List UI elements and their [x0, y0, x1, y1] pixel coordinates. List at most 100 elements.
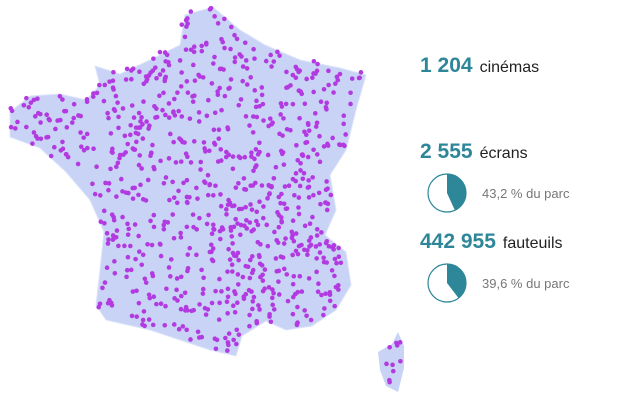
cinema-dot [64, 125, 70, 130]
cinema-dot [45, 134, 51, 140]
cinema-dot [163, 59, 168, 64]
cinema-dot [207, 182, 213, 187]
cinema-dot [140, 136, 146, 141]
cinema-dot [306, 178, 311, 183]
cinema-dot [216, 317, 222, 322]
cinema-dot [184, 327, 189, 333]
cinema-dot [164, 52, 170, 58]
cinema-dot [181, 180, 186, 186]
cinema-dot [203, 312, 209, 317]
cinema-dot [226, 331, 232, 336]
cinema-dot [337, 71, 343, 77]
cinema-dot [108, 166, 113, 172]
cinema-dot [336, 254, 342, 259]
cinema-dot [253, 147, 259, 152]
cinema-dot [333, 81, 338, 86]
cinema-dot [341, 121, 347, 127]
cinema-dot [232, 309, 238, 315]
cinema-dot [243, 204, 248, 210]
cinema-dot [148, 153, 153, 159]
cinema-dot [209, 231, 215, 237]
cinema-dot [200, 75, 206, 80]
cinema-dot [303, 132, 309, 138]
cinema-dot [147, 123, 152, 129]
cinema-dot [232, 289, 237, 294]
cinema-dot [304, 313, 309, 319]
cinema-dot [215, 159, 221, 164]
cinema-dot [279, 104, 285, 109]
cinema-dot [297, 183, 303, 189]
cinema-dot [184, 194, 190, 200]
cinema-dot [198, 167, 203, 172]
cinema-dot [336, 283, 341, 288]
stat-label: fauteuils [503, 235, 563, 252]
cinema-dot [265, 196, 270, 201]
cinema-dot [312, 111, 318, 116]
pie-wedge [447, 174, 466, 211]
cinema-dot [151, 212, 157, 218]
cinema-dot [260, 278, 266, 283]
cinema-dot [304, 76, 309, 82]
cinema-dot [174, 276, 180, 281]
cinema-dot [324, 260, 330, 265]
cinema-dot [106, 115, 111, 121]
cinema-dot [24, 95, 29, 101]
cinema-dot [199, 267, 204, 273]
cinema-dot [276, 224, 282, 230]
cinema-dot [161, 90, 166, 96]
cinema-dot [107, 297, 112, 303]
cinema-dot [120, 189, 125, 194]
cinema-dot [278, 112, 283, 117]
cinema-dot [109, 212, 115, 217]
cinema-dot [314, 269, 319, 275]
cinema-dot [276, 194, 282, 200]
cinema-dot [239, 54, 244, 59]
cinema-dot [262, 267, 268, 272]
cinema-dot [192, 93, 197, 99]
cinema-dot [60, 139, 65, 145]
cinema-dot [190, 99, 196, 104]
cinema-dot [387, 345, 392, 350]
cinema-dot [211, 193, 216, 198]
cinema-dot [278, 200, 283, 206]
cinema-dot [279, 191, 284, 197]
cinema-dot [261, 118, 266, 123]
cinema-dot [132, 222, 138, 227]
cinema-dot [182, 290, 188, 296]
cinema-dot [332, 256, 338, 262]
cinema-dot [145, 177, 151, 183]
share-label: 43,2 % du parc [482, 186, 570, 201]
cinema-dot [227, 85, 232, 91]
cinema-dot [107, 79, 112, 84]
cinema-dot [210, 222, 216, 228]
cinema-dot [292, 192, 297, 198]
cinema-dot [269, 64, 274, 69]
cinema-dot [139, 262, 145, 268]
cinema-dot [129, 103, 135, 108]
cinema-dot [244, 82, 250, 87]
cinema-dot [184, 24, 189, 29]
cinema-dot [163, 175, 169, 180]
cinema-dot [314, 120, 320, 126]
cinema-dot [179, 22, 185, 27]
cinema-dot [274, 269, 280, 274]
cinema-dot [230, 269, 235, 274]
cinema-dot [257, 103, 262, 109]
cinema-dot [146, 317, 152, 322]
cinema-dot [176, 108, 181, 114]
cinema-dot [218, 192, 223, 197]
cinema-dot [266, 123, 271, 129]
cinema-dot [163, 112, 168, 118]
cinema-dot [207, 249, 213, 255]
cinema-dot [101, 208, 107, 214]
cinema-dot [106, 181, 112, 186]
cinema-dot [114, 164, 119, 170]
cinema-dot [125, 232, 131, 237]
cinema-dot [298, 168, 303, 173]
cinema-dot [210, 246, 216, 251]
cinema-dot [283, 236, 288, 241]
cinema-dot [167, 197, 172, 203]
cinema-dot [290, 72, 296, 78]
cinema-dot [116, 125, 121, 131]
cinema-dot [268, 52, 273, 58]
